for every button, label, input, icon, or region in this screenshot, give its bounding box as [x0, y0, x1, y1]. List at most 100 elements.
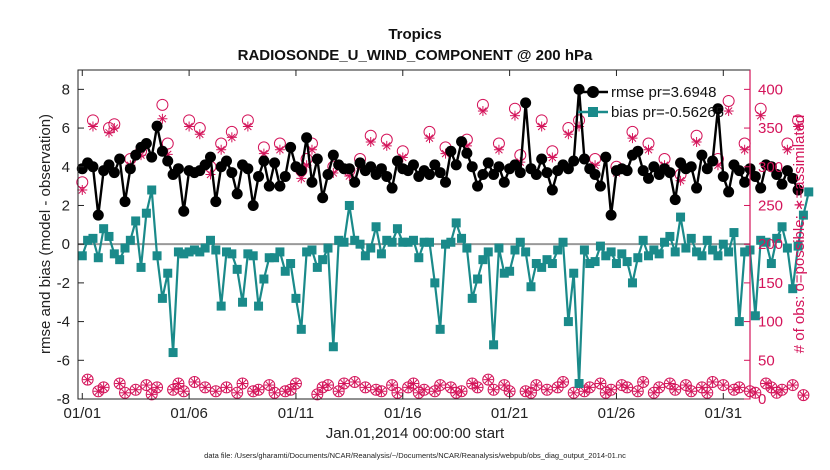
bias-point [579, 245, 589, 255]
rmse-point [242, 163, 254, 175]
x-tick-label: 01/26 [598, 405, 636, 422]
obs-assimilated-point [82, 374, 93, 385]
rmse-point [92, 209, 104, 221]
bias-point [713, 251, 723, 261]
rmse-point [423, 169, 435, 181]
obs-assimilated-point [403, 382, 414, 393]
bias-point [131, 216, 141, 226]
obs-assimilated-point [152, 382, 163, 393]
obs-assimilated-point [793, 121, 804, 132]
obs-assimilated-point [168, 384, 179, 395]
obs-assimilated-point [413, 387, 424, 398]
bias-point [804, 187, 814, 197]
obs-assimilated-point [477, 106, 488, 117]
bias-point [521, 247, 531, 257]
y-right-tick-label: 250 [758, 197, 783, 214]
bias-point [93, 253, 103, 263]
obs-assimilated-point [269, 387, 280, 398]
bias-point [531, 259, 541, 269]
obs-assimilated-point [606, 384, 617, 395]
rmse-point [669, 194, 681, 206]
bias-point [617, 249, 627, 259]
obs-assimilated-point [194, 129, 205, 140]
bias-point [457, 233, 467, 243]
obs-assimilated-point [467, 378, 478, 389]
rmse-point [450, 159, 462, 171]
obs-possible-point [151, 381, 164, 394]
bias-point [77, 251, 87, 261]
x-tick-label: 01/16 [384, 405, 422, 422]
obs-assimilated-point [392, 387, 403, 398]
rmse-point [514, 167, 526, 179]
rmse-point [568, 155, 580, 167]
obs-assimilated-point [632, 386, 643, 397]
bias-point [622, 257, 632, 267]
rmse-point [178, 205, 190, 217]
rmse-point [162, 155, 174, 167]
rmse-point [440, 176, 452, 188]
bias-point [633, 253, 643, 263]
rmse-point [354, 157, 366, 169]
bias-point [179, 249, 189, 259]
y-right-tick-label: 0 [758, 391, 766, 408]
bias-point [227, 249, 237, 259]
rmse-point [621, 165, 633, 177]
rmse-point [541, 167, 553, 179]
obs-possible-point [717, 379, 730, 392]
bias-point [350, 235, 360, 245]
rmse-point [391, 155, 403, 167]
bias-point [451, 218, 461, 228]
y-tick-label: 0 [62, 236, 70, 253]
obs-possible-point [231, 386, 244, 399]
bias-point [323, 243, 333, 253]
rmse-point [594, 180, 606, 192]
rmse-point [739, 176, 751, 188]
obs-assimilated-point [542, 384, 553, 395]
y-tick-label: 2 [62, 197, 70, 214]
bias-point [547, 259, 557, 269]
bias-point [99, 224, 109, 234]
bias-point [510, 245, 520, 255]
bias-point [638, 235, 648, 245]
rmse-point [733, 165, 745, 177]
bias-point [467, 293, 477, 303]
obs-assimilated-point [365, 136, 376, 147]
obs-possible-point [391, 386, 404, 399]
rmse-point [386, 182, 398, 194]
bias-point [419, 237, 429, 247]
rmse-point [103, 159, 115, 171]
obs-assimilated-point [750, 387, 761, 398]
bias-point [254, 301, 264, 311]
obs-assimilated-point [178, 386, 189, 397]
bias-point [681, 243, 691, 253]
rmse-point [776, 178, 788, 190]
obs-possible-point [786, 379, 799, 392]
x-tick-label: 01/21 [491, 405, 529, 422]
bias-point [120, 243, 130, 253]
x-tick-label: 01/06 [170, 405, 208, 422]
obs-assimilated-point [627, 133, 638, 144]
y-right-tick-label: 150 [758, 275, 783, 292]
bias-point [200, 243, 210, 253]
obs-assimilated-point [333, 386, 344, 397]
bias-point [163, 268, 173, 278]
obs-assimilated-point [435, 380, 446, 391]
rmse-point [685, 161, 697, 173]
obs-assimilated-point [274, 144, 285, 155]
rmse-point [493, 161, 505, 173]
obs-assimilated-point [664, 378, 675, 389]
obs-assimilated-point [93, 386, 104, 397]
bias-point [515, 237, 525, 247]
rmse-point [322, 169, 334, 181]
obs-assimilated-point [87, 121, 98, 132]
obs-assimilated-point [739, 144, 750, 155]
bias-point [248, 251, 258, 261]
rmse-point [643, 172, 655, 184]
rmse-point [482, 157, 494, 169]
bias-point [649, 245, 659, 255]
bias-point [371, 222, 381, 232]
bias-point [526, 282, 536, 292]
rmse-point [199, 159, 211, 171]
obs-assimilated-point [771, 387, 782, 398]
rmse-point [509, 159, 521, 171]
